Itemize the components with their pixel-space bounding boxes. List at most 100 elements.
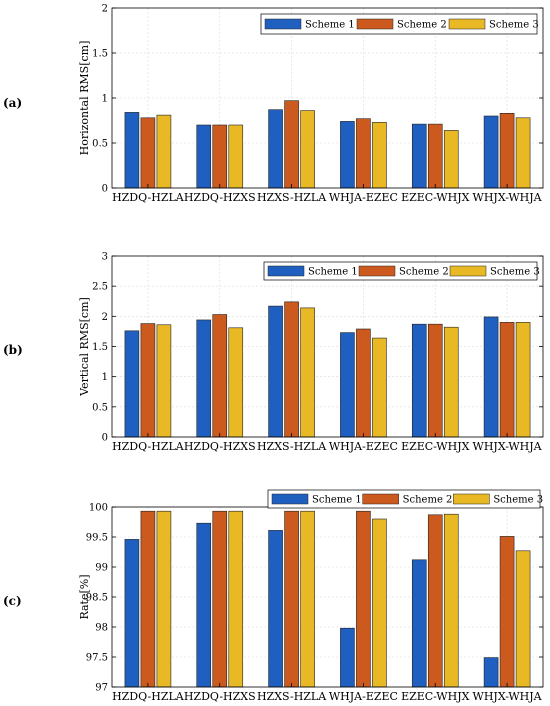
bar-scheme-2-hzxs-hzla (284, 100, 299, 189)
x-tick-label: HZXS-HZLA (257, 690, 327, 703)
legend-label-scheme-3: Scheme 3 (489, 20, 539, 31)
bar-scheme-1-hzxs-hzla (268, 305, 283, 438)
bar-scheme-3-hzdq-hzxs (228, 124, 244, 189)
bar-scheme-3-whja-ezec (372, 122, 387, 189)
legend-swatch-scheme-3 (449, 265, 487, 277)
y-tick-label: 98 (95, 623, 108, 634)
bar-scheme-3-hzxs-hzla (300, 510, 315, 688)
bar-scheme-3-hzxs-hzla (300, 110, 315, 189)
y-tick-label: 1 (102, 372, 108, 383)
bar-scheme-3-whja-ezec (372, 337, 387, 438)
legend-swatch-scheme-3 (453, 493, 490, 505)
legend: Scheme 1 Scheme 2 Scheme 3 (263, 261, 540, 281)
chart-panel-a: 0 0.5 1 1.5 2 HZDQ-HZLA HZDQ-HZXS HZXS-HZLA WHJA… (3, 4, 544, 204)
bar-scheme-3-hzdq-hzxs (228, 510, 244, 688)
bar-scheme-2-whja-ezec (356, 328, 371, 438)
legend-swatch-scheme-1 (271, 493, 309, 505)
x-tick-label: EZEC-WHJX (401, 690, 470, 703)
bar-scheme-2-whjx-whja (499, 322, 515, 438)
bar-scheme-3-hzxs-hzla (300, 307, 315, 438)
bar-scheme-3-ezec-whjx (443, 513, 459, 688)
legend-swatch-scheme-3 (448, 18, 486, 30)
x-tick-label: HZDQ-HZLA (112, 191, 185, 204)
x-tick-label: HZDQ-HZXS (184, 440, 256, 453)
bar-scheme-1-hzdq-hzla (124, 539, 140, 688)
x-tick-label: WHJX-WHJA (473, 690, 543, 703)
legend-label-scheme-3: Scheme 3 (490, 267, 540, 278)
bar-scheme-2-whja-ezec (356, 510, 371, 688)
y-tick-label: 2.5 (92, 282, 108, 293)
bar-scheme-3-hzdq-hzla (156, 324, 172, 438)
y-axis-label: Horizontal RMS[cm] (78, 41, 91, 156)
chart-panel-b: 0 0.5 1 1.5 2 2.5 3 HZDQ-HZLA HZDQ-HZXS HZXS-HZLA… (3, 252, 544, 453)
bar-scheme-2-whjx-whja (499, 536, 515, 688)
bar-scheme-1-whjx-whja (483, 657, 499, 688)
x-tick-label: EZEC-WHJX (401, 440, 470, 453)
y-tick-label: 97 (95, 683, 108, 694)
legend-label-scheme-1: Scheme 1 (308, 267, 358, 278)
panel-label: (b) (3, 343, 23, 357)
y-tick-label: 0.5 (92, 402, 108, 413)
x-tick-label: HZXS-HZLA (257, 440, 327, 453)
x-tick-label: WHJA-EZEC (329, 191, 398, 204)
y-tick-label: 98.5 (86, 593, 108, 604)
legend: Scheme 1 Scheme 2 Scheme 3 (267, 489, 543, 509)
bar-scheme-1-ezec-whjx (411, 559, 427, 688)
bar-scheme-1-hzxs-hzla (268, 109, 283, 189)
y-tick-label: 0 (102, 433, 108, 444)
legend-label-scheme-2: Scheme 2 (399, 267, 449, 278)
bar-scheme-1-hzdq-hzxs (196, 522, 212, 688)
bar-scheme-1-whja-ezec (340, 627, 355, 688)
y-tick-label: 99 (95, 563, 108, 574)
y-tick-label: 0.5 (92, 139, 108, 150)
legend-swatch-scheme-2 (358, 265, 396, 277)
y-tick-label: 0 (102, 184, 108, 195)
y-tick-label: 100 (89, 503, 108, 514)
legend-label-scheme-2: Scheme 2 (397, 20, 447, 31)
bar-scheme-1-whjx-whja (483, 115, 499, 189)
bar-scheme-1-hzxs-hzla (268, 530, 283, 688)
x-tick-label: WHJX-WHJA (473, 191, 543, 204)
x-tick-label: HZXS-HZLA (257, 191, 327, 204)
legend-swatch-scheme-1 (267, 265, 305, 277)
x-tick-label: HZDQ-HZLA (112, 690, 185, 703)
bar-scheme-1-whja-ezec (340, 121, 355, 189)
bar-scheme-1-hzdq-hzxs (196, 124, 212, 189)
x-tick-label: HZDQ-HZXS (184, 191, 256, 204)
x-tick-label: WHJX-WHJA (473, 440, 543, 453)
bar-scheme-3-whjx-whja (515, 322, 531, 438)
panel-label: (c) (3, 594, 22, 608)
bar-scheme-2-hzxs-hzla (284, 301, 299, 438)
bar-scheme-3-ezec-whjx (443, 130, 459, 189)
bar-scheme-3-whjx-whja (515, 550, 531, 688)
bar-scheme-2-hzdq-hzxs (212, 124, 228, 189)
legend-label-scheme-1: Scheme 1 (312, 495, 362, 506)
bar-scheme-2-hzdq-hzla (140, 510, 156, 688)
bar-scheme-1-whja-ezec (340, 332, 355, 438)
bar-scheme-1-whjx-whja (483, 316, 499, 438)
legend-swatch-scheme-1 (264, 18, 302, 30)
y-tick-label: 1.5 (92, 342, 108, 353)
x-tick-label: HZDQ-HZXS (184, 690, 256, 703)
bar-scheme-1-ezec-whjx (411, 123, 427, 189)
y-tick-label: 99.5 (86, 533, 108, 544)
legend-swatch-scheme-2 (362, 493, 399, 505)
bar-scheme-2-hzxs-hzla (284, 510, 299, 688)
bar-scheme-2-hzdq-hzla (140, 117, 156, 189)
y-tick-label: 3 (102, 252, 108, 263)
bar-scheme-2-whjx-whja (499, 113, 515, 189)
legend: Scheme 1 Scheme 2 Scheme 3 (260, 13, 539, 35)
bar-scheme-3-ezec-whjx (443, 326, 459, 438)
legend-label-scheme-3: Scheme 3 (493, 495, 543, 506)
bar-scheme-2-hzdq-hzxs (212, 314, 228, 438)
y-tick-label: 1.5 (92, 49, 108, 60)
legend-label-scheme-1: Scheme 1 (305, 20, 355, 31)
bar-scheme-3-hzdq-hzla (156, 114, 172, 189)
y-axis-label: Vertical RMS[cm] (78, 297, 91, 397)
x-tick-label: EZEC-WHJX (401, 191, 470, 204)
y-axis-label: Rate[%] (78, 574, 91, 619)
legend-label-scheme-2: Scheme 2 (403, 495, 453, 506)
bar-scheme-1-hzdq-hzla (124, 112, 140, 189)
bar-scheme-1-hzdq-hzxs (196, 319, 212, 438)
